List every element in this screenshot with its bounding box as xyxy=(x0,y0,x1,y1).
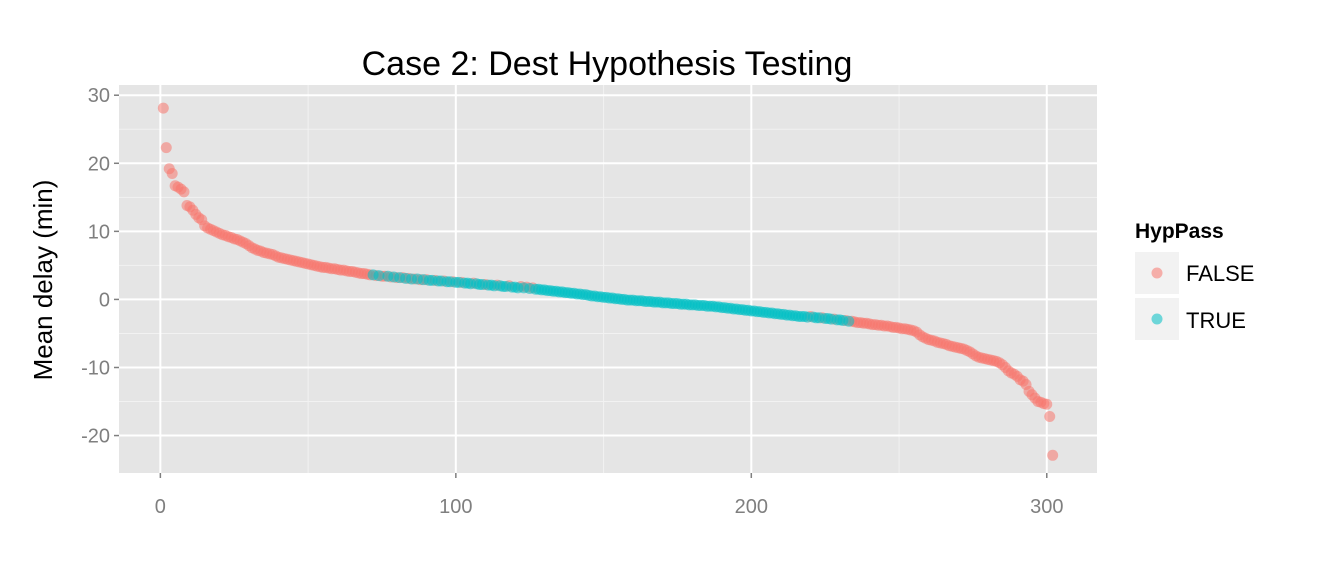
data-point-false xyxy=(157,102,169,114)
y-tick-label: 10 xyxy=(88,221,110,243)
x-tick-label: 300 xyxy=(1030,496,1063,518)
x-tick-label: 0 xyxy=(155,496,166,518)
data-point-true xyxy=(843,315,855,327)
x-tick-label: 100 xyxy=(439,496,472,518)
data-point-false xyxy=(1044,411,1056,423)
data-point-false xyxy=(166,167,178,179)
data-point-true xyxy=(373,270,385,282)
plot-panel xyxy=(119,85,1097,473)
axis-ticks: 0 100 200 300 -20 -10 0 10 20 30 xyxy=(81,85,1063,518)
legend-symbol-false xyxy=(1151,267,1163,279)
data-point-false xyxy=(1047,449,1059,461)
y-tick-label: -20 xyxy=(81,426,110,448)
legend: HypPass FALSE TRUE xyxy=(1135,220,1254,340)
y-axis-label: Mean delay (min) xyxy=(28,180,58,381)
data-point-false xyxy=(1041,398,1053,410)
data-point-false xyxy=(160,142,172,154)
y-tick-label: 30 xyxy=(88,85,110,107)
legend-label-true: TRUE xyxy=(1186,308,1246,333)
data-points xyxy=(157,102,1059,461)
legend-symbol-true xyxy=(1151,313,1163,325)
legend-title: HypPass xyxy=(1135,220,1224,243)
y-tick-label: -10 xyxy=(81,357,110,379)
data-point-false xyxy=(178,186,190,198)
chart-title: Case 2: Dest Hypothesis Testing xyxy=(362,45,853,83)
y-tick-label: 0 xyxy=(99,289,110,311)
legend-label-false: FALSE xyxy=(1186,261,1254,286)
x-tick-label: 200 xyxy=(735,496,768,518)
y-tick-label: 20 xyxy=(88,153,110,175)
